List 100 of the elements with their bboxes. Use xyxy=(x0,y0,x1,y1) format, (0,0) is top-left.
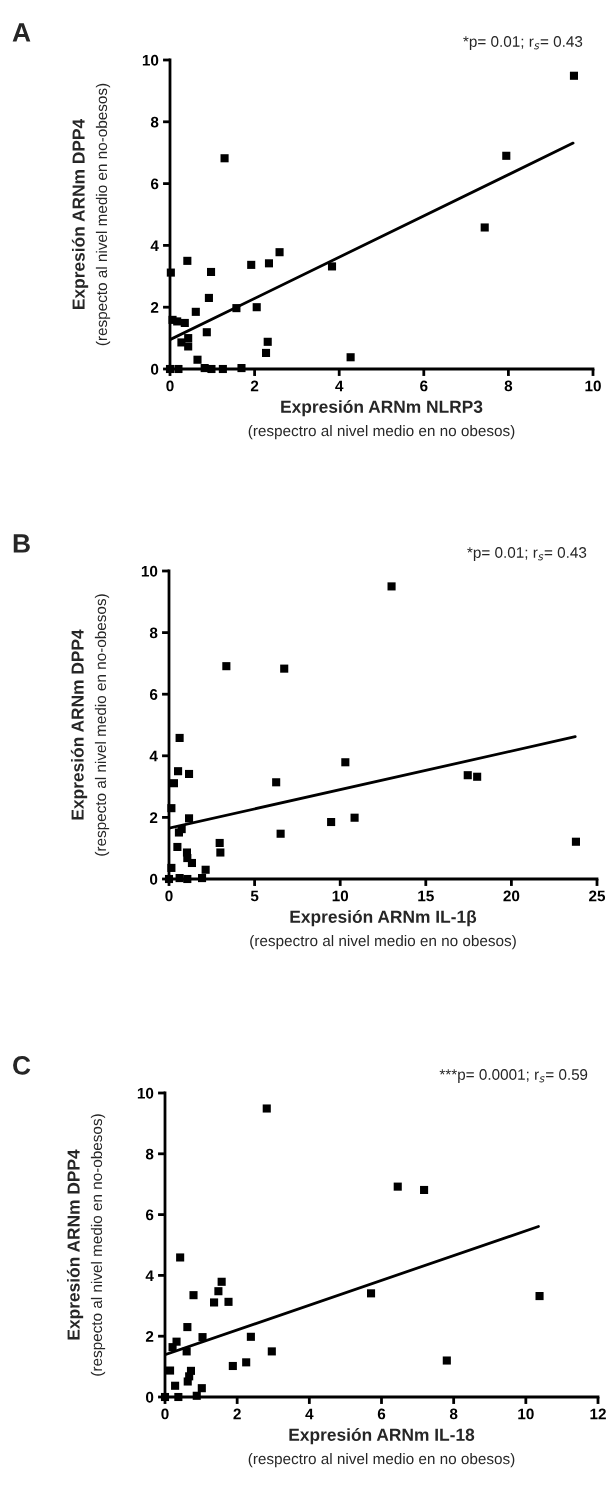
x-tick-label: 10 xyxy=(585,380,601,392)
x-axis-title: Expresión ARNm IL-1β (respectro al nivel medio en no obesos) xyxy=(250,910,516,950)
point xyxy=(206,267,216,277)
chart-title: A xyxy=(12,23,31,42)
y-tick-label: 4 xyxy=(145,1270,154,1281)
point xyxy=(204,293,213,302)
y-axis-title: Expresión ARNm DPP4 (respecto al nivel medio en no-obesos) xyxy=(66,1114,106,1376)
chart-title: C xyxy=(13,1056,31,1075)
point xyxy=(267,1347,276,1356)
point xyxy=(166,268,175,277)
y-tick-label: 0 xyxy=(146,1391,154,1403)
point xyxy=(214,1287,223,1296)
x-tick-label: 0 xyxy=(166,380,174,392)
point xyxy=(280,664,289,673)
x-tick-label: 4 xyxy=(305,1408,314,1420)
y-tick-label: 4 xyxy=(149,750,158,762)
text: *p= 0.01; r$_{s}$= 0.43 xyxy=(463,36,583,50)
point xyxy=(189,1291,198,1300)
point xyxy=(393,1182,402,1191)
y-tick-label: 10 xyxy=(137,1087,154,1099)
x-tick-label: 2 xyxy=(233,1408,241,1420)
x-tick-label: 4 xyxy=(335,380,344,392)
point xyxy=(216,848,225,857)
point xyxy=(201,865,210,874)
x-tick-label: 10 xyxy=(332,890,349,902)
point xyxy=(183,874,192,884)
point xyxy=(174,1392,183,1402)
x-axis-title: Expresión ARNm NLRP3 (respectro al nivel medio en no obesos) xyxy=(248,400,515,440)
point xyxy=(184,814,194,823)
point xyxy=(366,1289,376,1298)
point xyxy=(264,259,274,268)
point xyxy=(207,364,216,374)
point xyxy=(463,771,472,780)
point xyxy=(175,733,184,742)
y-tick-label: 10 xyxy=(142,54,159,66)
x-tick-label: 6 xyxy=(377,1408,386,1420)
point xyxy=(197,874,207,883)
y-tick-label: 8 xyxy=(149,627,158,639)
point xyxy=(184,342,193,351)
y-tick-label: 0 xyxy=(151,363,159,375)
point xyxy=(176,1253,185,1262)
x-axis-title: Expresión ARNm IL-18 (respectro al nivel medio en no obesos) xyxy=(248,1428,515,1468)
point xyxy=(222,662,231,671)
x-tick-label: 8 xyxy=(504,380,513,392)
point xyxy=(174,364,183,374)
point xyxy=(228,1361,237,1371)
y-tick-label: 8 xyxy=(150,116,159,128)
point xyxy=(169,779,179,788)
y-tick-label: 6 xyxy=(145,1209,154,1221)
y-tick-label: 8 xyxy=(145,1148,154,1160)
point xyxy=(202,328,211,337)
point xyxy=(197,1384,206,1393)
point xyxy=(215,838,224,848)
point xyxy=(183,1323,192,1332)
point xyxy=(167,804,176,813)
y-tick-label: 10 xyxy=(141,565,158,577)
x-tick-label: 15 xyxy=(418,890,434,902)
point xyxy=(180,318,189,328)
y-axis-title: Expresión ARNm DPP4 (respecto al nivel medio en no-obesos) xyxy=(70,594,110,856)
point xyxy=(192,1391,201,1400)
point xyxy=(217,1277,226,1286)
point xyxy=(193,355,202,364)
point xyxy=(346,353,355,362)
chart-title: B xyxy=(13,534,30,553)
point xyxy=(387,582,396,591)
x-tick-label: 5 xyxy=(250,890,259,902)
point xyxy=(224,1297,233,1306)
point xyxy=(569,71,579,80)
x-tick-label: 12 xyxy=(590,1408,606,1420)
point xyxy=(210,1298,219,1307)
point xyxy=(173,317,182,326)
y-tick-label: 2 xyxy=(150,302,159,313)
point xyxy=(220,154,229,163)
x-tick-label: 0 xyxy=(165,890,173,902)
point xyxy=(184,334,193,343)
point xyxy=(168,1343,177,1352)
x-tick-label: 10 xyxy=(518,1408,534,1420)
y-tick-label: 0 xyxy=(150,873,158,885)
point xyxy=(247,260,256,269)
x-tick-label: 8 xyxy=(449,1408,458,1420)
point xyxy=(276,829,285,838)
y-tick-label: 2 xyxy=(145,1331,154,1342)
point xyxy=(535,1292,544,1301)
y-axis-title: Expresión ARNm DPP4 (respecto al nivel medio en no-obesos) xyxy=(71,83,111,346)
point xyxy=(237,364,246,373)
point xyxy=(232,304,241,313)
point xyxy=(198,1333,207,1342)
x-tick-label: 2 xyxy=(250,380,259,392)
y-tick-label: 2 xyxy=(149,812,158,823)
x-tick-label: 25 xyxy=(589,890,606,902)
point xyxy=(166,1366,175,1375)
point xyxy=(183,256,192,265)
x-tick-label: 0 xyxy=(161,1408,169,1420)
point xyxy=(341,758,350,767)
point xyxy=(275,248,284,257)
x-tick-label: 20 xyxy=(503,890,520,902)
point xyxy=(272,778,281,787)
y-tick-label: 6 xyxy=(150,178,159,190)
y-tick-label: 6 xyxy=(149,689,158,700)
point xyxy=(242,1358,251,1367)
